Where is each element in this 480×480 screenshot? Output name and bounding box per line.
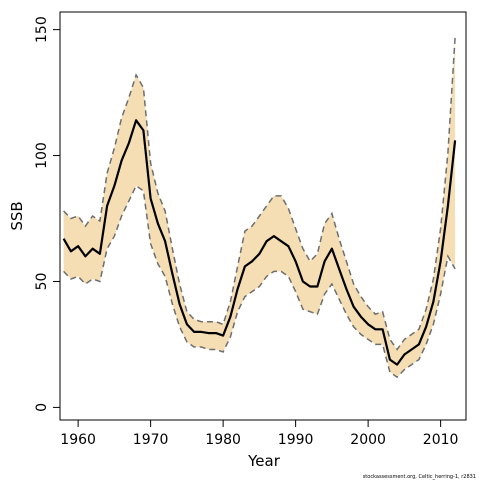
series-lines-layer [62, 37, 457, 379]
x-tick-label-1960: 1960 [60, 432, 96, 448]
y-axis-label: SSB [8, 201, 26, 230]
y-tick-label-100: 100 [34, 142, 50, 169]
x-axis: 1960 1970 1980 1990 2000 2010 [60, 420, 458, 448]
y-tick-label-0: 0 [34, 403, 50, 412]
x-tick-label-1980: 1980 [205, 432, 241, 448]
y-tick-label-150: 150 [34, 16, 50, 43]
y-tick-label-50: 50 [34, 273, 50, 291]
x-tick-label-2000: 2000 [350, 432, 386, 448]
x-tick-label-1990: 1990 [278, 432, 314, 448]
plot-frame [59, 11, 467, 421]
credit-text: stockassessment.org, Celtic_herring-1, r… [363, 474, 476, 480]
upper-bound-line [63, 37, 456, 351]
confidence-band [63, 37, 456, 378]
confidence-band-layer [63, 37, 456, 378]
lower-bound-line [63, 184, 456, 379]
x-axis-label: Year [247, 452, 281, 470]
x-tick-label-1970: 1970 [133, 432, 169, 448]
x-tick-label-2010: 2010 [423, 432, 459, 448]
ssb-estimate-line [62, 119, 457, 366]
y-axis: 0 50 100 150 [34, 16, 60, 412]
